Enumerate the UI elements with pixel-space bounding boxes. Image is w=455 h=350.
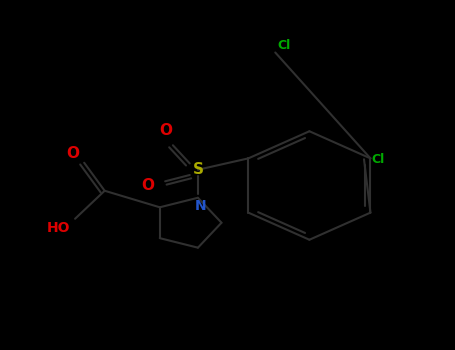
Text: S: S bbox=[192, 162, 203, 177]
Text: O: O bbox=[160, 123, 172, 138]
Text: O: O bbox=[142, 178, 155, 193]
Text: Cl: Cl bbox=[371, 153, 384, 166]
Text: HO: HO bbox=[47, 220, 71, 234]
Text: Cl: Cl bbox=[278, 39, 291, 52]
Text: N: N bbox=[194, 199, 206, 213]
Text: O: O bbox=[66, 146, 80, 161]
